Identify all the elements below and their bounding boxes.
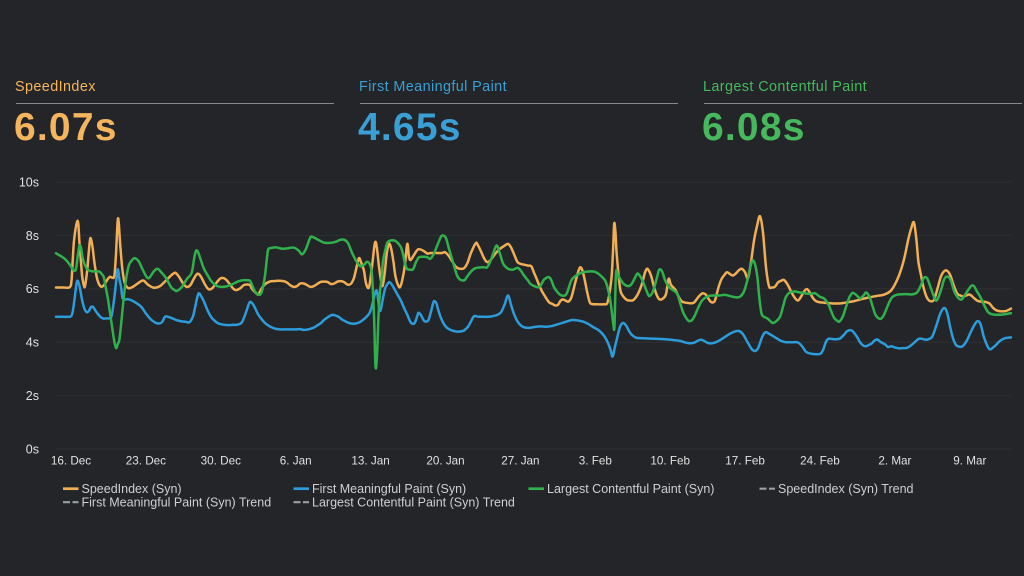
- svg-text:9. Mar: 9. Mar: [953, 455, 986, 468]
- svg-text:16. Dec: 16. Dec: [51, 455, 91, 468]
- svg-text:10s: 10s: [19, 175, 39, 189]
- svg-text:Largest Contentful Paint (Syn): Largest Contentful Paint (Syn) Trend: [312, 496, 515, 510]
- svg-text:13. Jan: 13. Jan: [351, 455, 389, 468]
- svg-text:3. Feb: 3. Feb: [579, 455, 613, 468]
- svg-text:17. Feb: 17. Feb: [725, 455, 765, 468]
- svg-text:SpeedIndex (Syn): SpeedIndex (Syn): [82, 482, 182, 496]
- svg-text:23. Dec: 23. Dec: [126, 455, 166, 468]
- svg-text:Largest Contentful Paint (Syn): Largest Contentful Paint (Syn): [547, 482, 714, 496]
- svg-text:2s: 2s: [26, 389, 39, 403]
- svg-text:4s: 4s: [26, 336, 39, 350]
- svg-text:6s: 6s: [26, 282, 39, 296]
- svg-text:20. Jan: 20. Jan: [426, 455, 464, 468]
- svg-text:First Meaningful Paint (Syn) T: First Meaningful Paint (Syn) Trend: [82, 496, 272, 510]
- svg-text:27. Jan: 27. Jan: [501, 455, 539, 468]
- svg-text:8s: 8s: [26, 229, 39, 243]
- svg-text:SpeedIndex (Syn) Trend: SpeedIndex (Syn) Trend: [778, 482, 914, 496]
- svg-text:6. Jan: 6. Jan: [280, 455, 312, 468]
- svg-text:0s: 0s: [26, 442, 39, 456]
- svg-text:2. Mar: 2. Mar: [878, 455, 911, 468]
- svg-text:First Meaningful Paint (Syn): First Meaningful Paint (Syn): [312, 482, 466, 496]
- svg-text:24. Feb: 24. Feb: [800, 455, 840, 468]
- svg-text:30. Dec: 30. Dec: [201, 455, 241, 468]
- svg-text:10. Feb: 10. Feb: [650, 455, 690, 468]
